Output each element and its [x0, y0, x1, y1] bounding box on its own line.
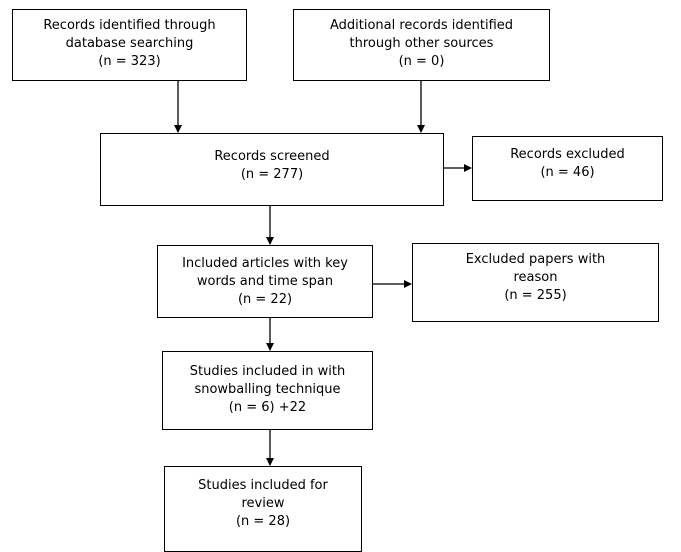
box-count: (n = 323): [98, 54, 161, 69]
studies-included-review-box: Studies included for review (n = 28): [164, 466, 362, 552]
box-text-line: words and time span: [196, 274, 334, 289]
included-articles-keywords-box: Included articles with key words and tim…: [157, 245, 373, 318]
box-text-line: through other sources: [349, 36, 494, 51]
box-text-line: review: [241, 496, 285, 511]
records-screened-box: Records screened (n = 277): [100, 133, 444, 206]
box-text-line: Studies included in with: [189, 364, 346, 379]
box-text-line: reason: [513, 270, 558, 285]
box-text-line: database searching: [65, 36, 194, 51]
box-text-line: Studies included for: [198, 478, 328, 493]
box-text-line: Additional records identified: [329, 18, 514, 33]
box-count: (n = 277): [240, 167, 304, 182]
box-text-line: Excluded papers with: [465, 252, 606, 267]
box-count: (n = 22): [237, 292, 293, 307]
box-count: (n = 0): [398, 54, 445, 69]
excluded-papers-reason-box: Excluded papers with reason (n = 255): [412, 243, 659, 322]
additional-records-box: Additional records identified through ot…: [293, 9, 550, 81]
box-text-line: Records identified through: [43, 18, 216, 33]
box-count: (n = 46): [540, 165, 595, 180]
box-count: (n = 6) +22: [228, 400, 307, 415]
records-excluded-box: Records excluded (n = 46): [472, 136, 663, 201]
box-text-line: Records excluded: [510, 147, 625, 162]
box-text-line: Records screened: [214, 149, 330, 164]
box-text-line: snowballing technique: [194, 382, 341, 397]
snowballing-studies-box: Studies included in with snowballing tec…: [162, 351, 373, 430]
box-count: (n = 28): [235, 514, 291, 529]
box-count: (n = 255): [504, 288, 567, 303]
box-text-line: Included articles with key: [182, 256, 348, 271]
records-identified-database-box: Records identified through database sear…: [12, 9, 247, 81]
